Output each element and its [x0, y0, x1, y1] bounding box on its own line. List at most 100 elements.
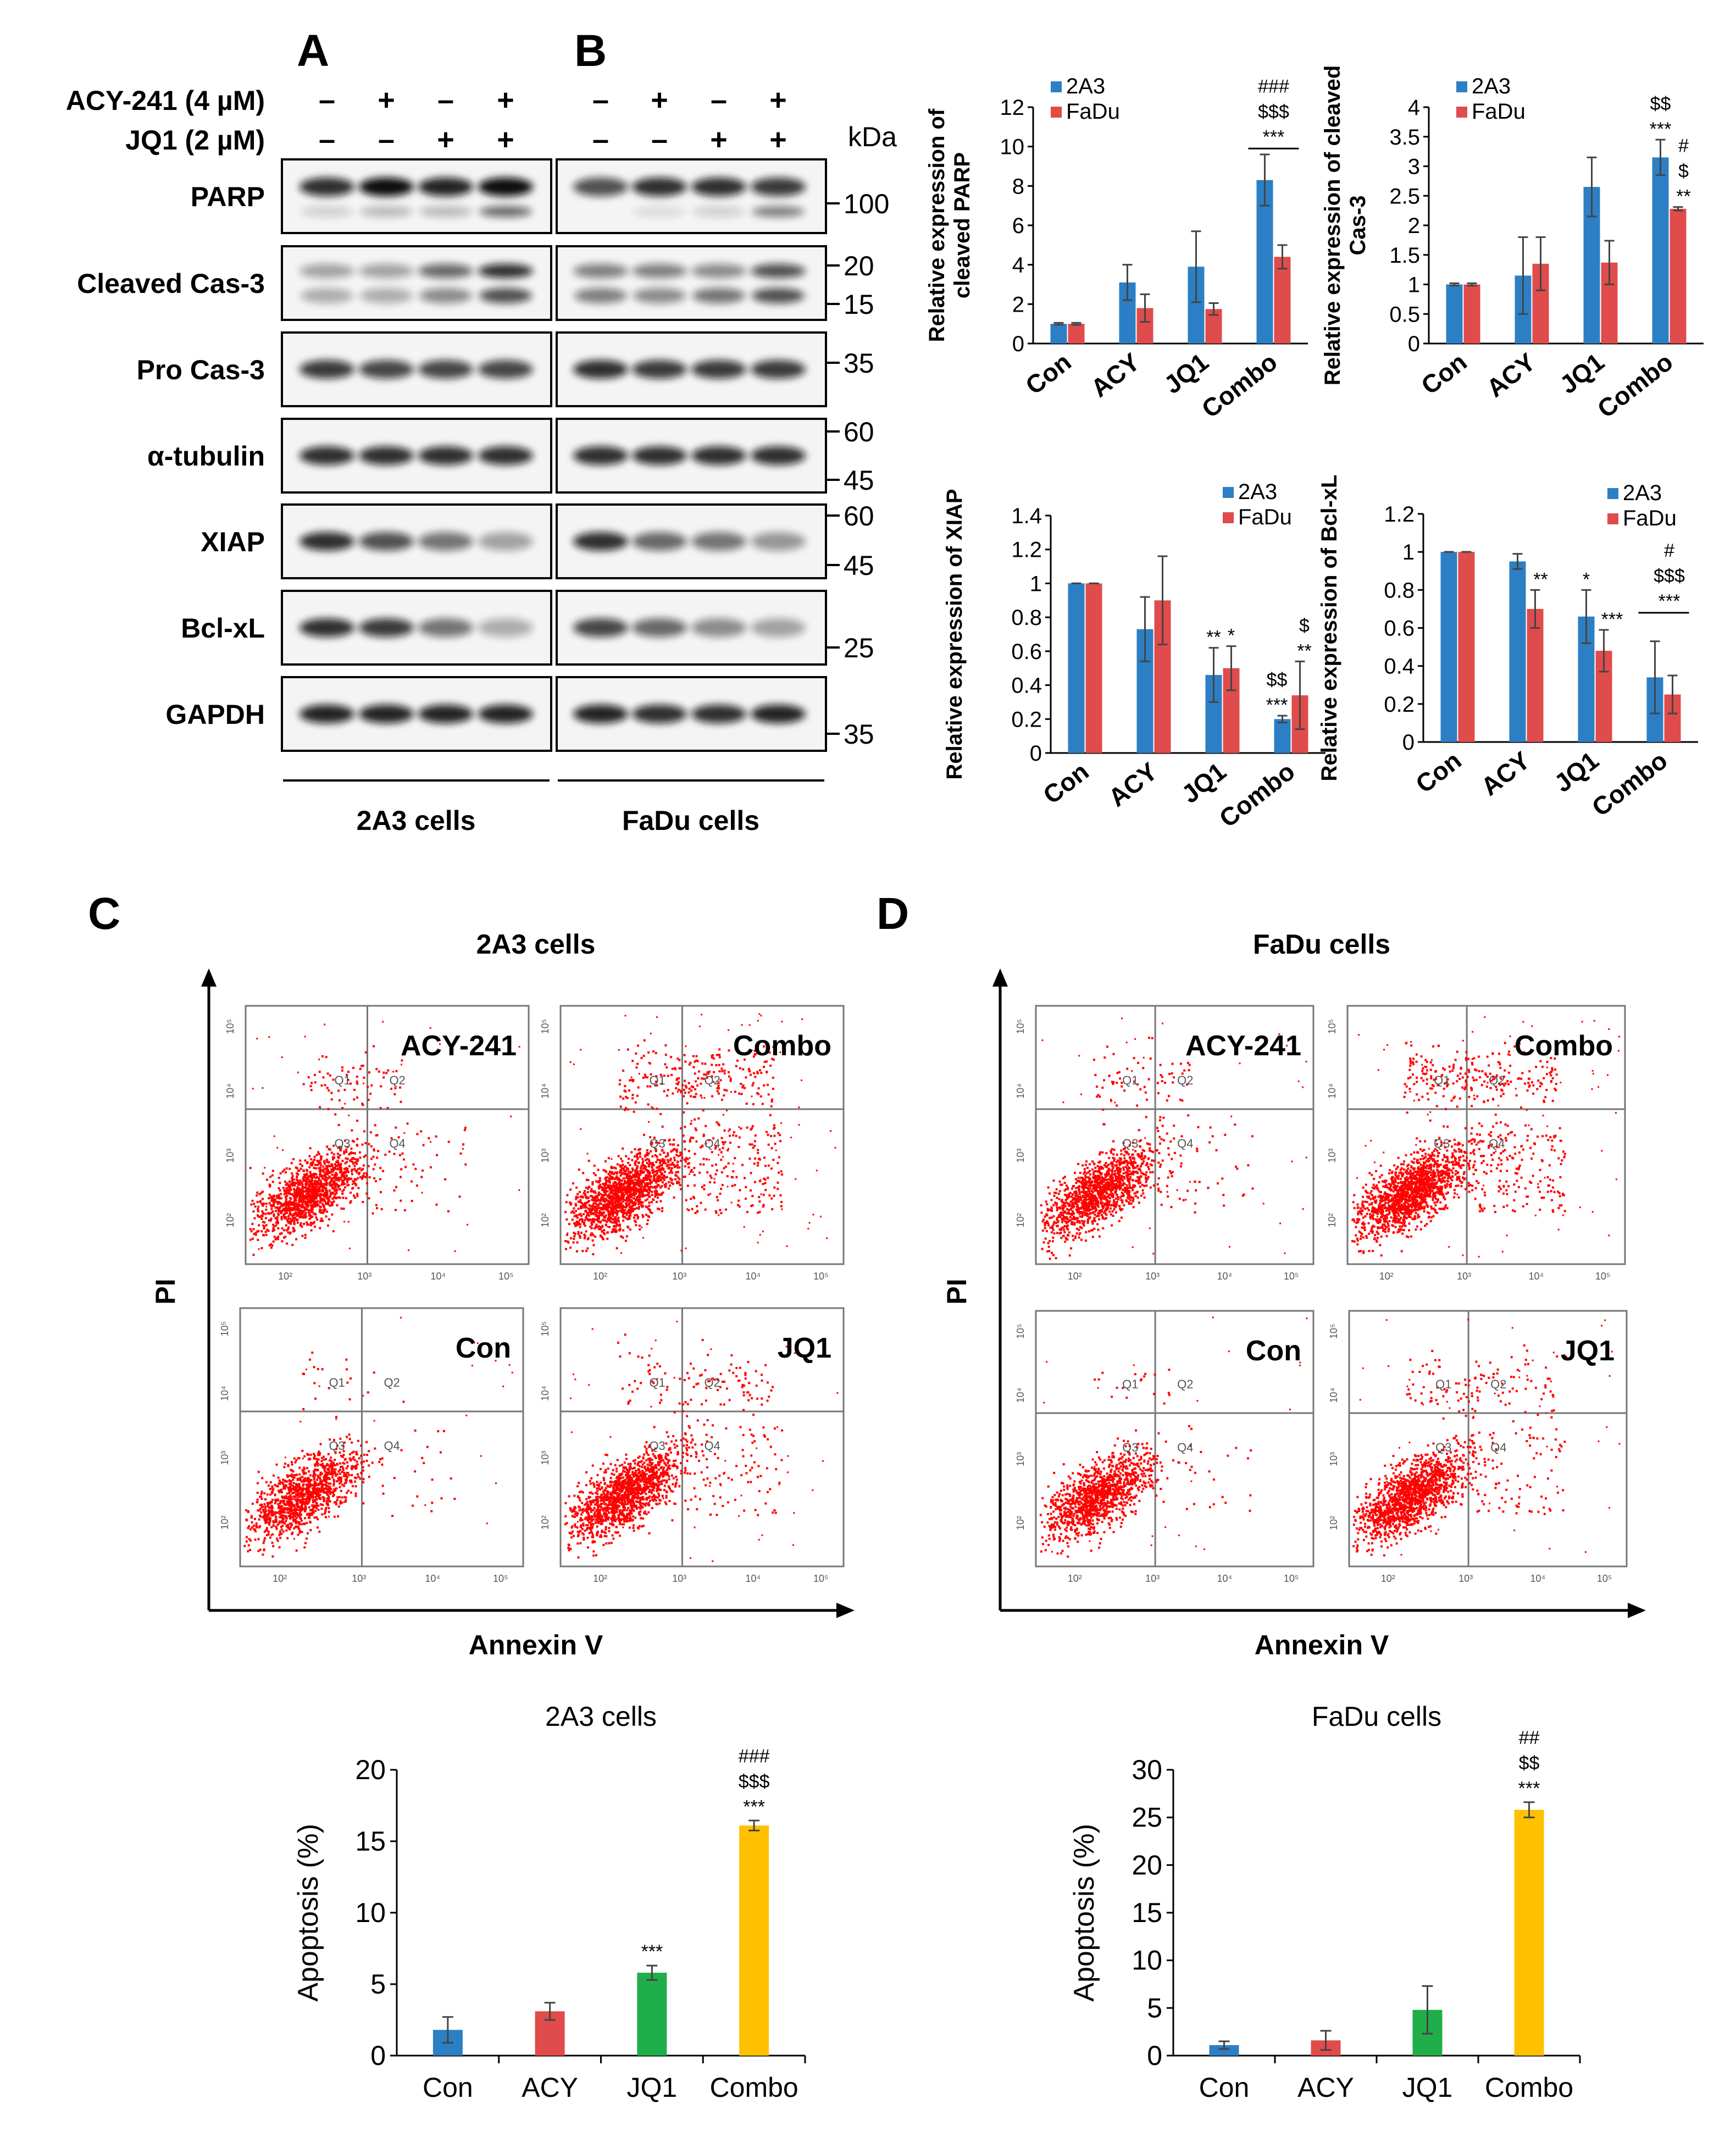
flow-dot — [683, 1176, 685, 1178]
flow-dot — [668, 1181, 670, 1183]
flow-dot — [626, 1185, 629, 1188]
flow-x-tick: 10⁴ — [745, 1271, 761, 1282]
flow-dot — [728, 1130, 730, 1132]
flow-dot — [337, 1179, 340, 1182]
flow-dot — [741, 1164, 744, 1166]
flow-dot — [351, 1139, 354, 1142]
flow-dot — [661, 1149, 663, 1152]
flow-dot — [306, 1189, 309, 1192]
bar — [1509, 561, 1526, 742]
flow-dot — [575, 1186, 578, 1189]
flow-dot — [607, 1195, 610, 1198]
flow-dot — [575, 1215, 578, 1217]
flow-dot — [694, 1060, 696, 1063]
flow-dot — [326, 1210, 329, 1213]
flow-dot — [285, 1203, 288, 1206]
significance-mark: *** — [1263, 126, 1285, 147]
flow-dot — [312, 1493, 314, 1496]
flow-dot — [648, 1162, 651, 1165]
flow-dot — [295, 1166, 297, 1169]
flow-dot — [607, 1226, 609, 1228]
flow-dot — [276, 1524, 279, 1526]
flow-dot — [332, 1484, 335, 1487]
flow-dot — [569, 1246, 572, 1249]
flow-dot — [400, 1199, 402, 1202]
flow-dot — [303, 1546, 306, 1549]
flow-dot — [591, 1223, 594, 1226]
flow-dot — [602, 1232, 605, 1234]
flow-dot — [297, 1181, 300, 1184]
flow-dot — [303, 1522, 306, 1525]
blot-band — [478, 446, 533, 465]
flow-dot — [585, 1230, 587, 1233]
flow-dot — [271, 1244, 274, 1247]
blot-band — [359, 618, 414, 637]
blot-band — [360, 288, 413, 303]
flow-dot — [577, 1200, 580, 1203]
flow-dot — [307, 1209, 309, 1211]
flow-dot — [267, 1531, 270, 1533]
flow-dot — [651, 1181, 653, 1184]
flow-dot — [292, 1188, 295, 1190]
flow-dot — [295, 1238, 298, 1241]
flow-dot — [577, 1231, 580, 1233]
flow-dot — [670, 1150, 673, 1153]
flow-dot — [380, 1208, 383, 1210]
flow-dot — [690, 1136, 692, 1139]
flow-dot — [582, 1213, 585, 1216]
flow-dot — [329, 1472, 332, 1475]
flow-dot — [636, 1199, 639, 1202]
flow-dot — [301, 1187, 304, 1190]
flow-dot — [351, 1441, 353, 1444]
flow-dot — [249, 1167, 252, 1170]
flow-dot — [610, 1176, 613, 1178]
flow-dot — [297, 1504, 299, 1507]
significance-mark: ** — [1533, 569, 1548, 590]
flow-dot — [299, 1486, 302, 1489]
flow-dot — [338, 1478, 341, 1481]
blot-band — [632, 264, 687, 278]
flow-dot — [624, 1209, 626, 1212]
flow-dot — [257, 1205, 260, 1208]
flow-dot — [613, 1221, 615, 1224]
marker-label: 15 — [844, 289, 874, 320]
flow-dot — [289, 1487, 291, 1489]
flow-dot — [729, 1079, 732, 1082]
blot-band — [691, 360, 746, 379]
flow-dot — [642, 1160, 645, 1163]
flow-dot — [260, 1192, 263, 1194]
flow-dot — [639, 1184, 641, 1187]
flow-dot — [637, 1173, 640, 1176]
flow-dot — [269, 1212, 272, 1215]
flow-dot — [280, 1516, 283, 1519]
flow-dot — [299, 1479, 302, 1482]
flow-dot — [296, 1194, 298, 1197]
flow-dot — [678, 1059, 681, 1061]
flow-dot — [298, 1531, 301, 1534]
flow-dot — [345, 1148, 348, 1151]
flow-dot — [614, 1200, 617, 1203]
significance-mark: ** — [1676, 186, 1690, 207]
flow-dot — [586, 1212, 589, 1215]
flow-dot — [655, 1141, 658, 1144]
blot-box — [556, 503, 827, 579]
flow-dot — [613, 1184, 616, 1187]
flow-dot — [285, 1224, 287, 1227]
flow-dot — [618, 1049, 620, 1051]
flow-dot — [262, 1198, 264, 1200]
flow-dot — [597, 1206, 600, 1209]
flow-dot — [328, 1465, 331, 1468]
flow-dot — [601, 1230, 604, 1233]
flow-dot — [744, 1087, 746, 1089]
flow-dot — [263, 1515, 265, 1518]
flow-dot — [662, 1168, 665, 1171]
flow-dot — [720, 1099, 723, 1101]
flow-dot — [307, 1076, 310, 1079]
flow-dot — [745, 1197, 747, 1200]
flow-dot — [592, 1253, 595, 1255]
flow-dot — [281, 1520, 284, 1522]
flow-dot — [324, 1480, 326, 1483]
flow-dot — [603, 1216, 606, 1219]
flow-dot — [301, 1509, 303, 1511]
flow-dot — [647, 1192, 650, 1195]
